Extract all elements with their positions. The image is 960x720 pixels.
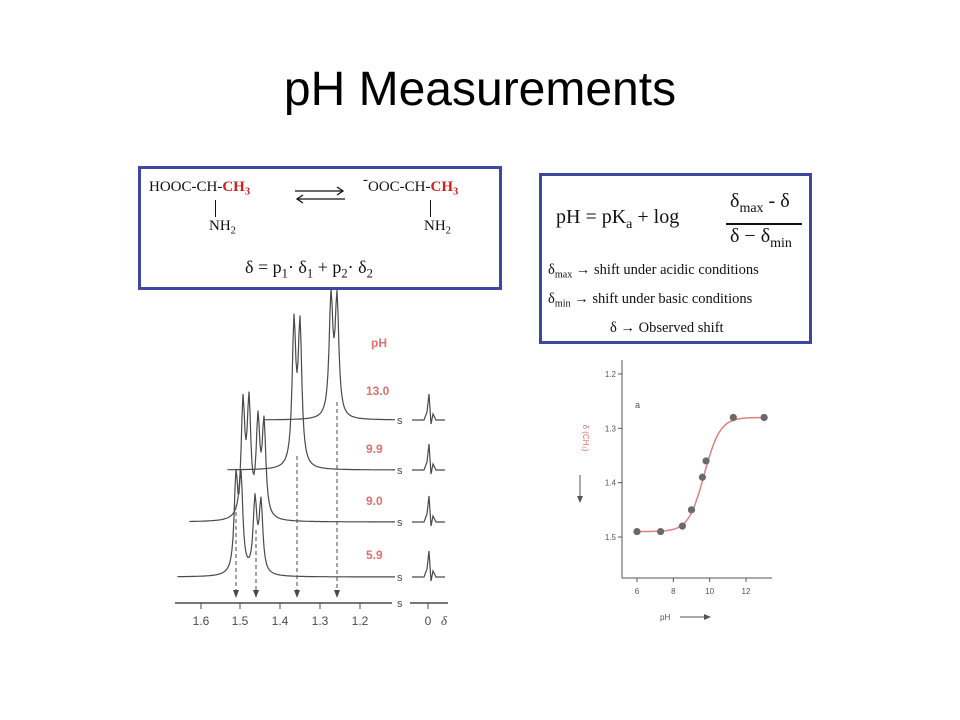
data-point	[657, 527, 665, 536]
fraction-bar	[726, 223, 802, 225]
y-axis-label: δ (CH₃)	[581, 425, 590, 452]
x-tick-label: 8	[671, 587, 676, 596]
equilibrium-box: HOOC-CH-CH3 NH2 -OOC-CH-CH3 NH2 δ = p1· …	[138, 166, 502, 290]
axis-break-mark: s	[397, 572, 403, 584]
ph-header-label: pH	[371, 336, 387, 350]
x-axis-label: pH	[660, 613, 670, 622]
ph-value-label: 9.9	[366, 442, 383, 456]
reference-peak-trace	[412, 550, 445, 582]
x-tick-label: 10	[705, 587, 714, 596]
equilibrium-arrows-icon	[295, 186, 345, 204]
y-tick-label: 1.2	[605, 370, 617, 379]
reference-peak-trace	[412, 393, 445, 425]
definition-delta-max: δmax → shift under acidic conditions	[548, 262, 759, 281]
left-chain: HOOC-CH-	[149, 179, 223, 195]
ph-equation: pH = pKa + log	[556, 206, 680, 232]
ppm-tick-label: 1.3	[312, 614, 329, 628]
y-tick-label: 1.4	[605, 479, 617, 488]
spectrum-trace	[177, 468, 395, 578]
fraction-numerator: δmax - δ	[730, 190, 790, 216]
projection-arrow-icon	[334, 590, 340, 598]
x-tick-label: 6	[635, 587, 640, 596]
data-point	[702, 457, 710, 465]
spectrum-trace	[189, 391, 395, 523]
left-bond	[215, 200, 216, 217]
data-point	[760, 413, 768, 422]
delta-axis-symbol: δ	[441, 613, 448, 628]
data-point	[687, 506, 696, 514]
x-tick-label: 12	[742, 587, 751, 596]
projection-arrow-icon	[253, 590, 259, 598]
reference-peak-trace	[412, 443, 445, 475]
zero-tick-label: 0	[425, 614, 432, 628]
axis-break-mark: s	[397, 465, 403, 477]
minus-charge: -	[363, 172, 368, 188]
data-point	[678, 522, 687, 530]
axis-break-mark: s	[397, 598, 403, 610]
definition-delta-min: δmin → shift under basic conditions	[548, 291, 753, 310]
left-structure: HOOC-CH-CH3	[149, 179, 250, 198]
weighted-shift-equation: δ = p1· δ1 + p2· δ2	[245, 257, 373, 281]
left-methyl: CH3	[222, 179, 251, 198]
x-arrow-icon	[704, 614, 711, 620]
right-bond	[430, 200, 431, 217]
right-structure: -OOC-CH-CH3	[363, 172, 459, 198]
ppm-tick-label: 1.2	[352, 614, 369, 628]
data-point	[698, 473, 707, 481]
ppm-tick-label: 1.4	[272, 614, 289, 628]
projection-arrow-icon	[294, 590, 300, 598]
right-methyl: CH3	[430, 179, 459, 198]
ppm-tick-label: 1.6	[193, 614, 210, 628]
spectrum-trace	[227, 313, 395, 471]
ph-value-label: 5.9	[366, 548, 383, 562]
right-amine: NH2	[424, 218, 451, 237]
panel-label: a	[635, 400, 640, 410]
formula-box: pH = pKa + log δmax - δ δ − δmin δmax → …	[539, 173, 812, 344]
slide-title: pH Measurements	[283, 63, 677, 116]
fraction-denominator: δ − δmin	[730, 225, 792, 251]
reference-peak-trace	[412, 495, 445, 527]
y-tick-label: 1.3	[605, 424, 617, 433]
y-arrow-icon	[577, 496, 583, 503]
left-amine: NH2	[209, 218, 236, 237]
data-point	[633, 527, 641, 536]
ppm-tick-label: 1.5	[232, 614, 249, 628]
axis-break-mark: s	[397, 517, 403, 529]
data-point	[729, 413, 737, 422]
right-chain: OOC-CH-	[368, 179, 431, 195]
definition-delta: δ → Observed shift	[610, 320, 724, 336]
ph-value-label: 13.0	[366, 384, 390, 398]
y-tick-label: 1.5	[605, 533, 617, 542]
axis-break-mark: s	[397, 415, 403, 427]
projection-arrow-icon	[233, 590, 239, 598]
spectrum-trace	[264, 288, 395, 421]
ph-value-label: 9.0	[366, 494, 383, 508]
